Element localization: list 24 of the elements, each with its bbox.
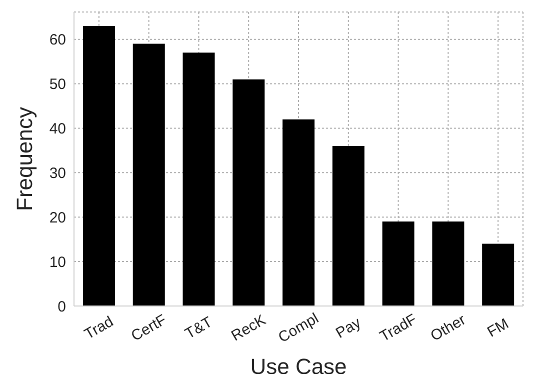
x-tick-label: Trad	[82, 313, 116, 344]
bar	[432, 222, 464, 306]
y-tick-label: 30	[49, 164, 66, 182]
y-axis-title: Frequency	[12, 107, 37, 211]
x-tick-label: FM	[484, 315, 512, 341]
bar	[132, 44, 165, 306]
x-tick-label: Other	[428, 311, 469, 345]
x-axis-title: Use Case	[250, 354, 347, 379]
bar	[282, 119, 315, 306]
y-tick-label: 40	[49, 120, 66, 138]
bar	[382, 222, 414, 306]
x-tick-label: T&T	[182, 314, 216, 343]
y-tick-label: 10	[49, 254, 66, 271]
y-tick-label: 60	[49, 32, 66, 49]
x-tick-label: CertF	[128, 311, 170, 345]
bar	[232, 79, 265, 306]
bar	[482, 244, 514, 306]
bar	[82, 26, 115, 306]
y-tick-label: 0	[58, 298, 66, 316]
y-tick-label: 20	[49, 209, 66, 226]
x-tick-label: Pay	[333, 314, 364, 342]
bar	[332, 146, 364, 306]
bar	[182, 52, 215, 306]
y-tick-label: 50	[49, 76, 66, 94]
